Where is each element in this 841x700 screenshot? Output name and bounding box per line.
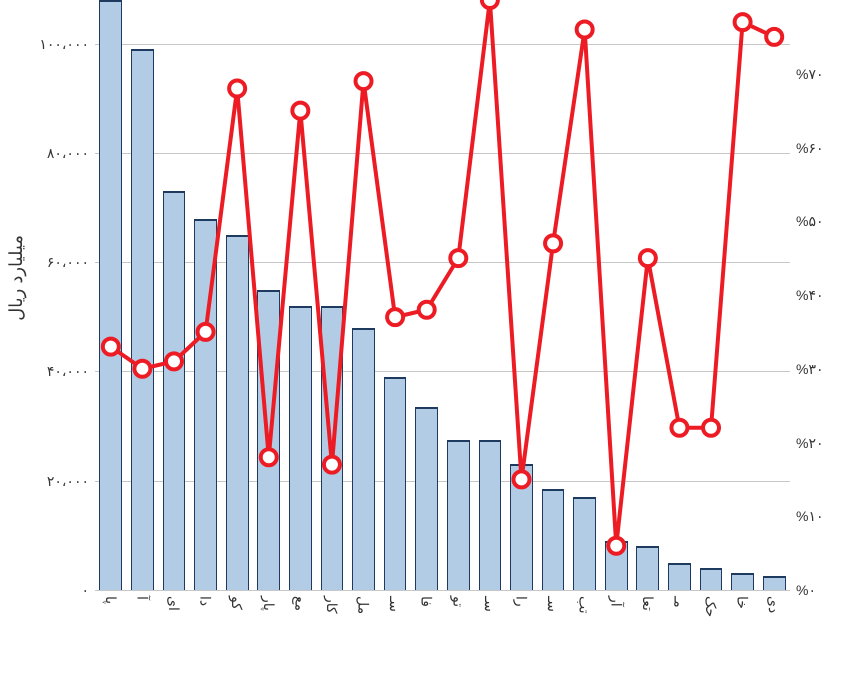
y-axis-left-label: میلیارد ریال bbox=[5, 235, 27, 321]
line-marker bbox=[229, 81, 245, 97]
y-left-tick-label: ۴۰،۰۰۰ bbox=[19, 363, 89, 380]
bar bbox=[384, 377, 407, 590]
line-marker bbox=[419, 302, 435, 318]
x-tick-label: را bbox=[513, 596, 529, 607]
x-tick-label: ای bbox=[166, 596, 182, 611]
line-marker bbox=[450, 250, 466, 266]
bar bbox=[542, 489, 565, 590]
x-tick-label: فا bbox=[419, 596, 435, 607]
bar bbox=[289, 306, 312, 590]
bar bbox=[731, 573, 754, 590]
bar bbox=[352, 328, 375, 590]
bar bbox=[700, 568, 723, 590]
bar bbox=[321, 306, 344, 590]
plot-area bbox=[95, 0, 790, 590]
line-marker bbox=[671, 420, 687, 436]
bar bbox=[131, 49, 154, 590]
bar bbox=[415, 407, 438, 590]
y-right-tick-label: %۷۰ bbox=[796, 66, 824, 83]
y-right-tick-label: %۶۰ bbox=[796, 140, 824, 157]
gridline bbox=[95, 153, 790, 154]
bar bbox=[636, 546, 659, 590]
y-left-tick-label: ۰ bbox=[19, 582, 89, 599]
x-tick-label: تو bbox=[450, 596, 466, 607]
y-left-tick-label: ۶۰،۰۰۰ bbox=[19, 254, 89, 271]
line-marker bbox=[766, 29, 782, 45]
y-right-tick-label: %۳۰ bbox=[796, 361, 824, 378]
x-tick-label: تب bbox=[577, 596, 593, 614]
line-marker bbox=[387, 309, 403, 325]
y-left-tick-label: ۸۰،۰۰۰ bbox=[19, 145, 89, 162]
x-tick-label: مل bbox=[356, 596, 372, 614]
gridline bbox=[95, 44, 790, 45]
line-marker bbox=[577, 22, 593, 38]
x-tick-label: سـ bbox=[545, 596, 561, 612]
line-marker bbox=[356, 73, 372, 89]
y-right-tick-label: %۲۰ bbox=[796, 435, 824, 452]
bar bbox=[194, 219, 217, 590]
x-tick-label: پار bbox=[261, 596, 277, 611]
x-tick-label: سـ bbox=[387, 596, 403, 612]
x-tick-label: سـ bbox=[482, 596, 498, 612]
x-tick-label: کو bbox=[229, 596, 245, 610]
x-tick-label: مـ bbox=[671, 596, 687, 608]
x-tick-label: حک bbox=[703, 596, 719, 617]
bar bbox=[510, 464, 533, 590]
bar bbox=[573, 497, 596, 590]
y-right-tick-label: %۴۰ bbox=[796, 287, 824, 304]
line-marker bbox=[703, 420, 719, 436]
chart-container: میلیارد ریال ۰ ۲۰،۰۰۰ ۴۰،۰۰۰ ۶۰،۰۰۰ ۸۰،۰۰۰ ۱۰… bbox=[0, 0, 841, 700]
bar bbox=[257, 290, 280, 590]
x-tick-label: آر bbox=[608, 596, 624, 607]
x-tick-label: مع bbox=[292, 596, 308, 611]
x-tick-label: دی bbox=[766, 596, 782, 613]
x-tick-label: تعا bbox=[640, 596, 656, 611]
y-right-tick-label: %۵۰ bbox=[796, 213, 824, 230]
y-left-tick-label: ۲۰،۰۰۰ bbox=[19, 473, 89, 490]
y-right-tick-label: %۰ bbox=[796, 582, 816, 599]
bar bbox=[668, 563, 691, 590]
x-tick-label: آ bbox=[134, 596, 150, 600]
bar bbox=[226, 235, 249, 590]
y-right-tick-label: %۱۰ bbox=[796, 508, 824, 525]
line-marker bbox=[545, 235, 561, 251]
x-tick-label: خا bbox=[735, 596, 751, 609]
bar bbox=[479, 440, 502, 590]
line-marker bbox=[735, 14, 751, 30]
x-tick-label: پا bbox=[103, 596, 119, 604]
bar bbox=[605, 541, 628, 590]
bar bbox=[163, 191, 186, 590]
x-tick-label: کار bbox=[324, 596, 340, 614]
y-left-tick-label: ۱۰۰،۰۰۰ bbox=[19, 36, 89, 53]
line-marker bbox=[482, 0, 498, 8]
bar bbox=[447, 440, 470, 590]
bar bbox=[763, 576, 786, 590]
gridline bbox=[95, 590, 790, 591]
bar bbox=[99, 0, 122, 590]
line-marker bbox=[292, 103, 308, 119]
x-tick-label: دا bbox=[198, 596, 214, 606]
line-marker bbox=[640, 250, 656, 266]
